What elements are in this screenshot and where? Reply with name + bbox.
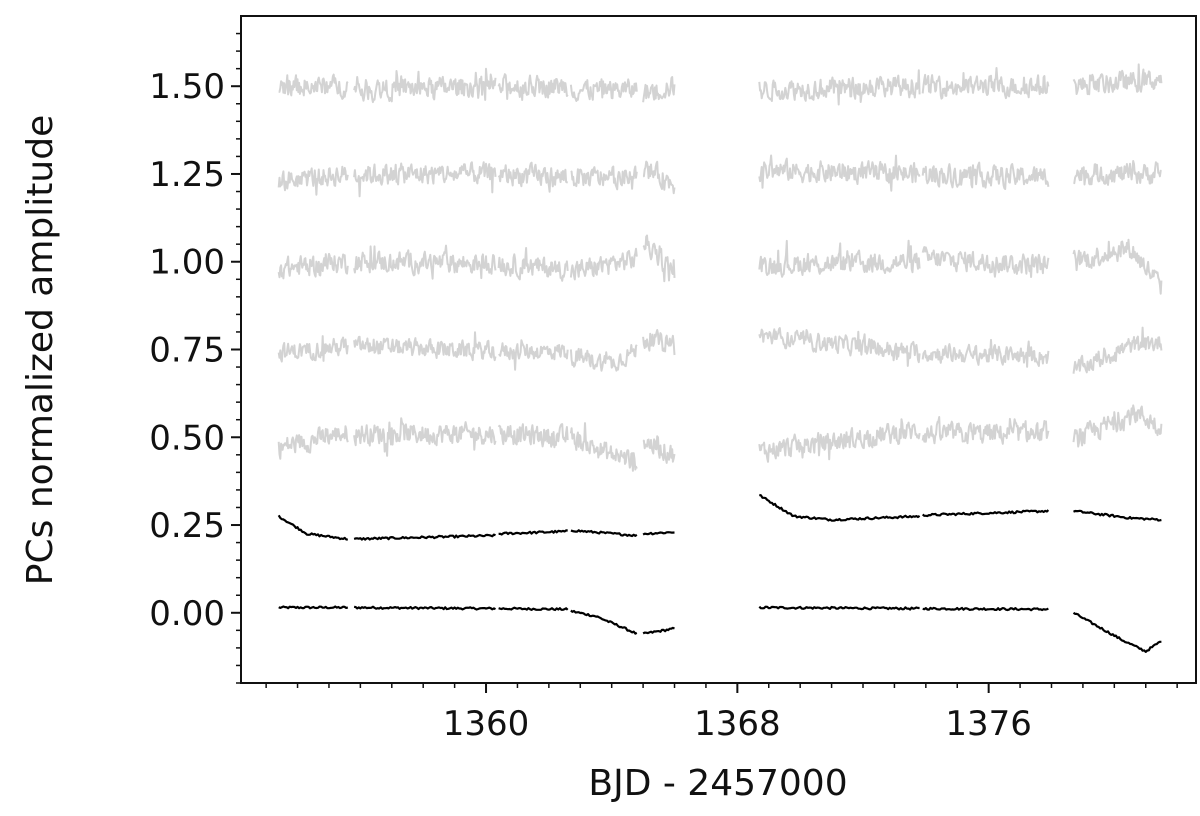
plot-series [277, 63, 1163, 653]
pc-line-segment [278, 605, 349, 610]
pc-series-1 [278, 605, 1162, 653]
pc-line-segment [497, 247, 569, 282]
pc-line-segment [498, 529, 568, 536]
pc-line-segment [758, 69, 921, 106]
pc-line-segment [353, 67, 497, 104]
pc-line-segment [758, 239, 921, 278]
pc-line-segment [498, 339, 569, 371]
y-tick-label: 0.25 [149, 506, 225, 546]
pc-line-segment [277, 335, 349, 363]
pc-series-2 [277, 493, 1162, 541]
pc-line-segment [277, 514, 349, 541]
pc-line-segment [277, 165, 349, 196]
pc-line-segment [277, 252, 349, 280]
pc-series-3 [277, 404, 1163, 472]
pc-line-segment [1072, 238, 1163, 295]
pc-series-5 [277, 234, 1163, 295]
pc-line-segment [497, 423, 569, 449]
pc-line-segment [921, 416, 1050, 445]
pc-series-6 [277, 154, 1162, 198]
y-tick-label: 1.00 [149, 243, 225, 283]
y-tick-label: 0.50 [149, 418, 225, 458]
pc-line-segment [1072, 611, 1162, 653]
pc-line-segment [353, 161, 497, 198]
pc-line-segment [277, 425, 349, 460]
pc-line-segment [758, 327, 921, 367]
pc-line-segment [353, 605, 496, 611]
x-tick-label: 1368 [694, 704, 781, 744]
pc-line-segment [497, 73, 569, 101]
y-tick-label: 1.50 [149, 67, 225, 107]
pc-line-segment [353, 331, 497, 362]
pc-line-segment [642, 531, 675, 536]
pc-line-segment [758, 154, 921, 192]
y-tick-label: 0.75 [149, 331, 225, 371]
pc-line-segment [642, 160, 676, 195]
y-axis-ticks: 0.00 0.25 0.50 0.75 1.00 1.25 1.50 [149, 32, 241, 684]
pc-line-segment [570, 165, 638, 191]
pc-line-segment [1073, 160, 1162, 186]
pc-line-segment [353, 244, 497, 280]
pc-line-segment [758, 605, 920, 611]
pc-line-segment [353, 417, 497, 457]
pc-line-segment [569, 422, 638, 472]
pc-line-segment [1072, 404, 1163, 448]
pc-line-segment [353, 533, 496, 541]
x-tick-label: 1360 [443, 704, 530, 744]
pc-line-segment [642, 626, 675, 635]
pc-series-7 [278, 63, 1163, 106]
pc-line-segment [921, 509, 1050, 518]
pc-series-4 [277, 326, 1163, 374]
pc-line-segment [922, 606, 1049, 612]
pc-line-segment [642, 435, 676, 464]
plot-frame [240, 15, 1197, 684]
pc-line-segment [921, 67, 1050, 100]
y-tick-label: 0.00 [149, 594, 225, 634]
pc-line-segment [642, 234, 676, 283]
pc-line-segment [1072, 326, 1163, 374]
pc-line-segment [921, 161, 1050, 190]
pc-line-segment [921, 338, 1050, 368]
x-axis-ticks: 1360 1368 1376 [265, 683, 1178, 744]
pc-line-segment [497, 161, 569, 193]
pc-line-segment [569, 247, 638, 281]
pc-line-segment [759, 493, 921, 522]
pc-line-segment [278, 73, 349, 100]
pc-line-segment [570, 609, 638, 635]
x-axis-label: BJD - 2457000 [588, 763, 847, 804]
pc-line-segment [642, 329, 676, 356]
pc-line-segment [758, 418, 921, 463]
y-tick-label: 1.25 [149, 155, 225, 195]
x-tick-label: 1376 [945, 704, 1032, 744]
pc-line-segment [569, 78, 638, 102]
pc-line-segment [1073, 509, 1162, 522]
pc-line-segment [1072, 63, 1163, 96]
pc-line-segment [498, 606, 569, 612]
pc-line-segment [642, 76, 676, 103]
y-axis-label: PCs normalized amplitude [20, 115, 61, 585]
pc-line-segment [570, 529, 638, 538]
pc-line-segment [569, 344, 638, 372]
pc-line-segment [921, 246, 1050, 278]
